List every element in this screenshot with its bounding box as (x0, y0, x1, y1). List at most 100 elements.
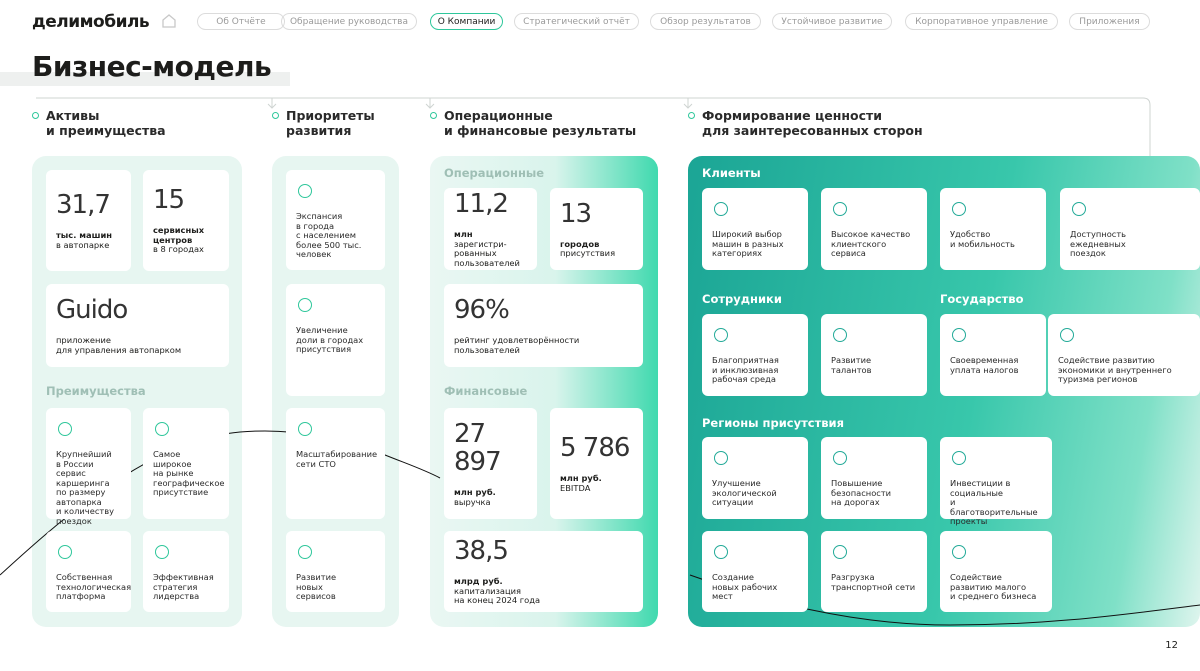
card-icon (952, 328, 966, 342)
card-text: Содействие развитию малого и среднего би… (950, 572, 1037, 601)
heading-dot (32, 112, 39, 119)
page-number: 12 (1165, 640, 1178, 651)
card-icon (298, 422, 312, 436)
home-icon[interactable] (160, 12, 178, 30)
info-card: Содействие развитию экономики и внутренн… (1048, 314, 1200, 396)
card-text: Развитие талантов (831, 355, 872, 375)
info-card: Разгрузка транспортной сети (821, 531, 927, 612)
group-title: Финансовые (444, 384, 528, 398)
metric-card: Guido приложение для управления автопарко… (46, 284, 229, 367)
group-title: Государство (940, 292, 1024, 306)
info-card: Развитие новых сервисов (286, 531, 385, 612)
metric-caption: рейтинг удовлетворённости пользователей (454, 335, 633, 355)
card-icon (714, 545, 728, 559)
info-card: Увеличение доли в городах присутствия (286, 284, 385, 396)
metric-card: 11,2 млн зарегистри- рованных пользовател… (444, 188, 537, 270)
info-card: Доступность ежедневных поездок (1060, 188, 1200, 270)
card-icon (952, 451, 966, 465)
card-icon (1072, 202, 1086, 216)
metric-value: 5 786 (560, 433, 630, 463)
heading-dot (688, 112, 695, 119)
group-title: Регионы присутствия (702, 416, 844, 430)
metric-unit: млрд руб. (454, 576, 503, 587)
card-text: Высокое качество клиентского сервиса (831, 229, 911, 258)
info-card: Содействие развитию малого и среднего би… (940, 531, 1052, 612)
metric-caption: сервисных центров в 8 городах (153, 226, 219, 255)
info-card: Крупнейший в России сервис каршеринга по… (46, 408, 131, 525)
info-card: Своевременная уплата налогов (940, 314, 1046, 396)
card-icon (155, 545, 169, 559)
group-title: Операционные (444, 166, 545, 180)
info-card: Удобство и мобильность (940, 188, 1046, 270)
card-icon (833, 202, 847, 216)
card-icon (298, 184, 312, 198)
metric-card: 38,5 млрд руб. капитализация на конец 2024… (444, 531, 643, 612)
logo[interactable]: делимобиль (32, 12, 150, 32)
info-card: Эффективная стратегия лидерства (143, 531, 229, 612)
nav-tab[interactable]: Об Отчёте (197, 13, 285, 30)
column-heading: Активы и преимущества (46, 108, 166, 138)
metric-value: 96% (454, 295, 510, 325)
heading-dot (430, 112, 437, 119)
card-icon (298, 298, 312, 312)
metric-value: 27 897 (454, 419, 502, 477)
card-icon (58, 545, 72, 559)
card-text: Экспансия в города с населением более 50… (296, 211, 362, 259)
info-card: Собственная технологическая платформа (46, 531, 131, 612)
info-card: Масштабирование сети СТО (286, 408, 385, 519)
metric-label: рейтинг удовлетворённости пользователей (454, 335, 580, 355)
card-text: Масштабирование сети СТО (296, 449, 378, 469)
nav-tab[interactable]: Корпоративное управление (905, 13, 1058, 30)
metric-card: 15 сервисных центров в 8 городах (143, 170, 229, 271)
info-card: Экспансия в города с населением более 50… (286, 170, 385, 270)
metric-caption: млн руб. выручка (454, 487, 527, 507)
card-text: Собственная технологическая платформа (56, 572, 132, 601)
nav-tab[interactable]: Приложения (1069, 13, 1150, 30)
metric-card: 5 786 млн руб. EBITDA (550, 408, 643, 519)
card-text: Развитие новых сервисов (296, 572, 337, 601)
info-card: Широкий выбор машин в разных категориях (702, 188, 808, 270)
info-card: Инвестиции в социальные и благотворитель… (940, 437, 1052, 526)
info-card: Самое широкое на рынке географическое пр… (143, 408, 229, 519)
info-card: Повышение безопасности на дорогах (821, 437, 927, 519)
metric-value: 15 (153, 185, 185, 216)
info-card: Развитие талантов (821, 314, 927, 396)
metric-label: выручка (454, 496, 491, 507)
flow-connector (36, 97, 1151, 156)
card-icon (298, 545, 312, 559)
card-text: Доступность ежедневных поездок (1070, 229, 1127, 258)
metric-label: в 8 городах (153, 244, 204, 255)
metric-caption: млн руб. EBITDA (560, 473, 633, 493)
metric-caption: тыс. машин в автопарке (56, 230, 121, 250)
nav-tab[interactable]: О Компании (430, 13, 503, 30)
card-text: Инвестиции в социальные и благотворитель… (950, 478, 1038, 526)
metric-value: Guido (56, 295, 128, 325)
metric-card: 96% рейтинг удовлетворённости пользовател… (444, 284, 643, 367)
metric-label: приложение для управления автопарком (56, 335, 182, 355)
title-band (0, 72, 290, 86)
nav-tab[interactable]: Стратегический отчёт (514, 13, 639, 30)
card-icon (58, 422, 72, 436)
nav-tab[interactable]: Устойчивое развитие (772, 13, 892, 30)
nav-tab[interactable]: Обзор результатов (650, 13, 761, 30)
metric-label: капитализация на конец 2024 года (454, 585, 541, 606)
column-heading: Операционные и финансовые результаты (444, 108, 637, 138)
card-icon (952, 545, 966, 559)
metric-label: присутствия (560, 248, 616, 258)
card-icon (155, 422, 169, 436)
card-text: Эффективная стратегия лидерства (153, 572, 214, 601)
card-icon (714, 202, 728, 216)
card-text: Повышение безопасности на дорогах (831, 478, 892, 507)
metric-value: 31,7 (56, 190, 111, 220)
metric-unit: млн руб. (454, 487, 496, 497)
group-title: Клиенты (702, 166, 761, 180)
info-card: Улучшение экологической ситуации (702, 437, 808, 519)
metric-unit: тыс. машин (56, 230, 113, 240)
card-text: Удобство и мобильность (950, 229, 1015, 249)
info-card: Создание новых рабочих мест (702, 531, 808, 612)
nav-tab[interactable]: Обращение руководства (281, 13, 417, 30)
card-text: Благоприятная и инклюзивная рабочая сред… (712, 355, 779, 384)
card-icon (833, 451, 847, 465)
